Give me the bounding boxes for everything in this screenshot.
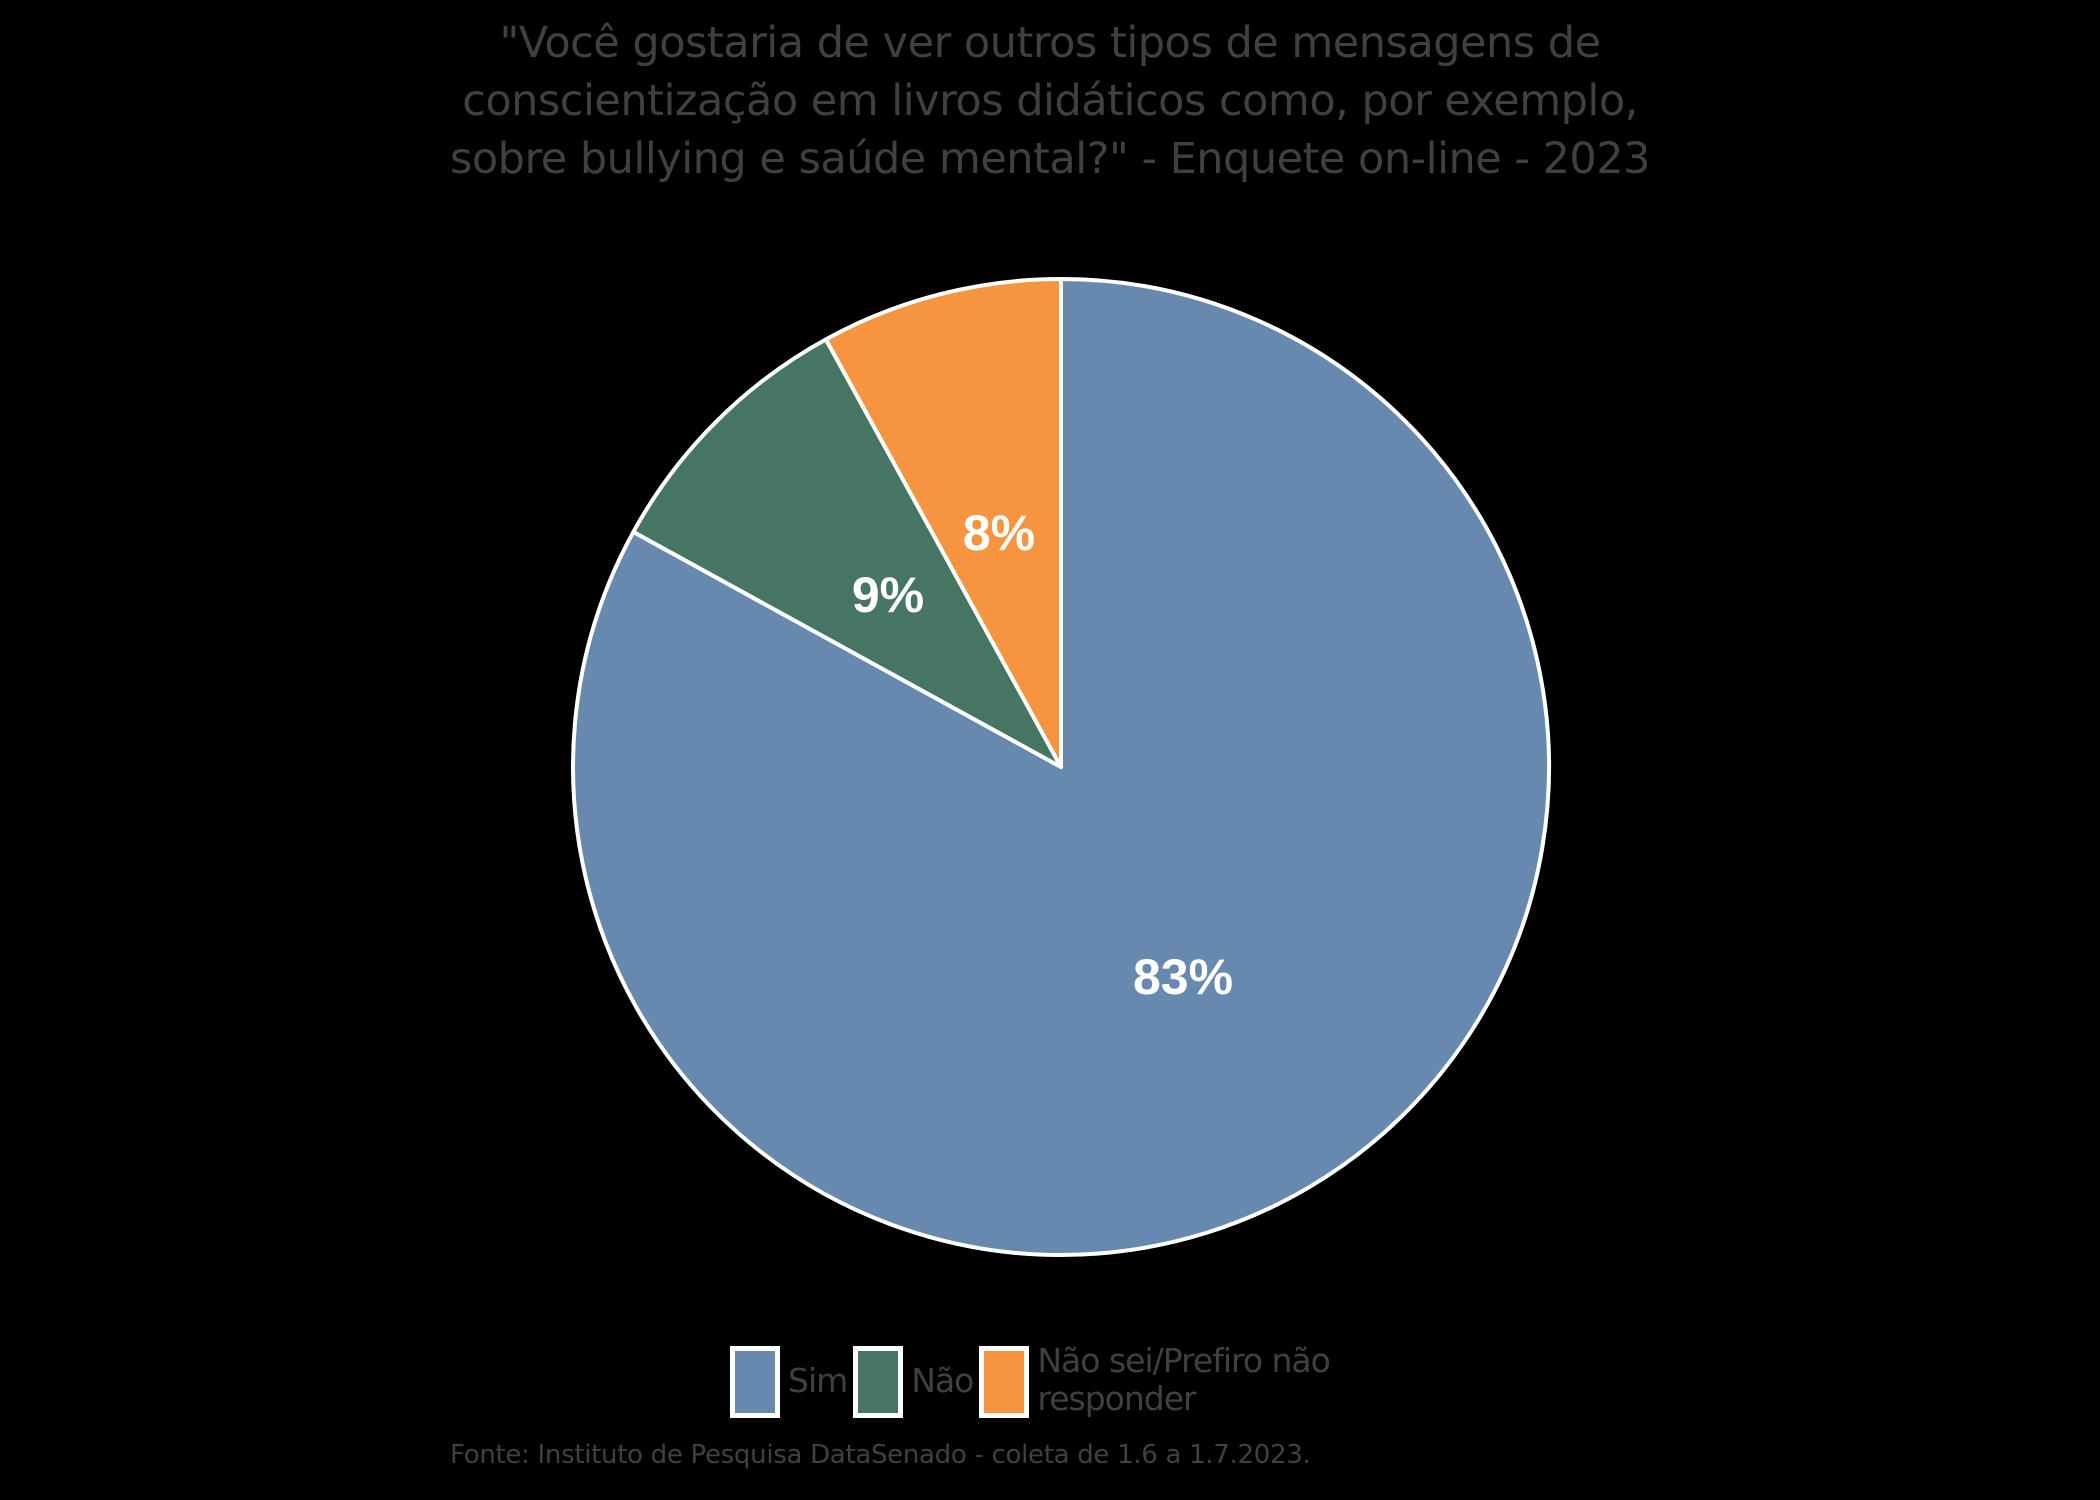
chart-title: "Você gostaria de ver outros tipos de me… [300,14,1800,188]
legend-label-nao-sei-line-1: Não sei/Prefiro não [1037,1341,1330,1380]
legend-swatch-sim [730,1346,780,1418]
legend-label-nao-sei: Não sei/Prefiro não responder [1037,1342,1367,1418]
slice-label-nao: 9% [852,567,924,623]
legend-item-nao-sei[interactable]: Não sei/Prefiro não responder [979,1342,1367,1418]
chart-title-line-1: "Você gostaria de ver outros tipos de me… [499,18,1601,68]
pie-slice-nao-sei [823,277,1063,769]
legend-label-sim: Sim [788,1361,848,1400]
legend-item-nao[interactable]: Não [853,1346,974,1418]
legend-item-sim[interactable]: Sim [730,1346,848,1418]
legend-swatch-nao [853,1346,904,1418]
pie-slices [571,277,1551,1257]
legend-label-nao-sei-line-2: responder [1037,1379,1196,1418]
chart-title-line-3: sobre bullying e saúde mental?" - Enquet… [449,134,1651,184]
chart-title-line-2: conscientização em livros didáticos como… [462,76,1638,126]
legend-swatch-nao-sei [979,1346,1030,1418]
slice-label-sim: 83% [1133,949,1233,1005]
source-note: Fonte: Instituto de Pesquisa DataSenado … [450,1440,1311,1470]
legend: Sim Não Não sei/Prefiro não responder [730,1342,1373,1426]
slice-label-nao-sei: 8% [963,505,1035,561]
pie-slice-nao [631,337,1063,769]
legend-label-nao: Não [911,1361,974,1400]
